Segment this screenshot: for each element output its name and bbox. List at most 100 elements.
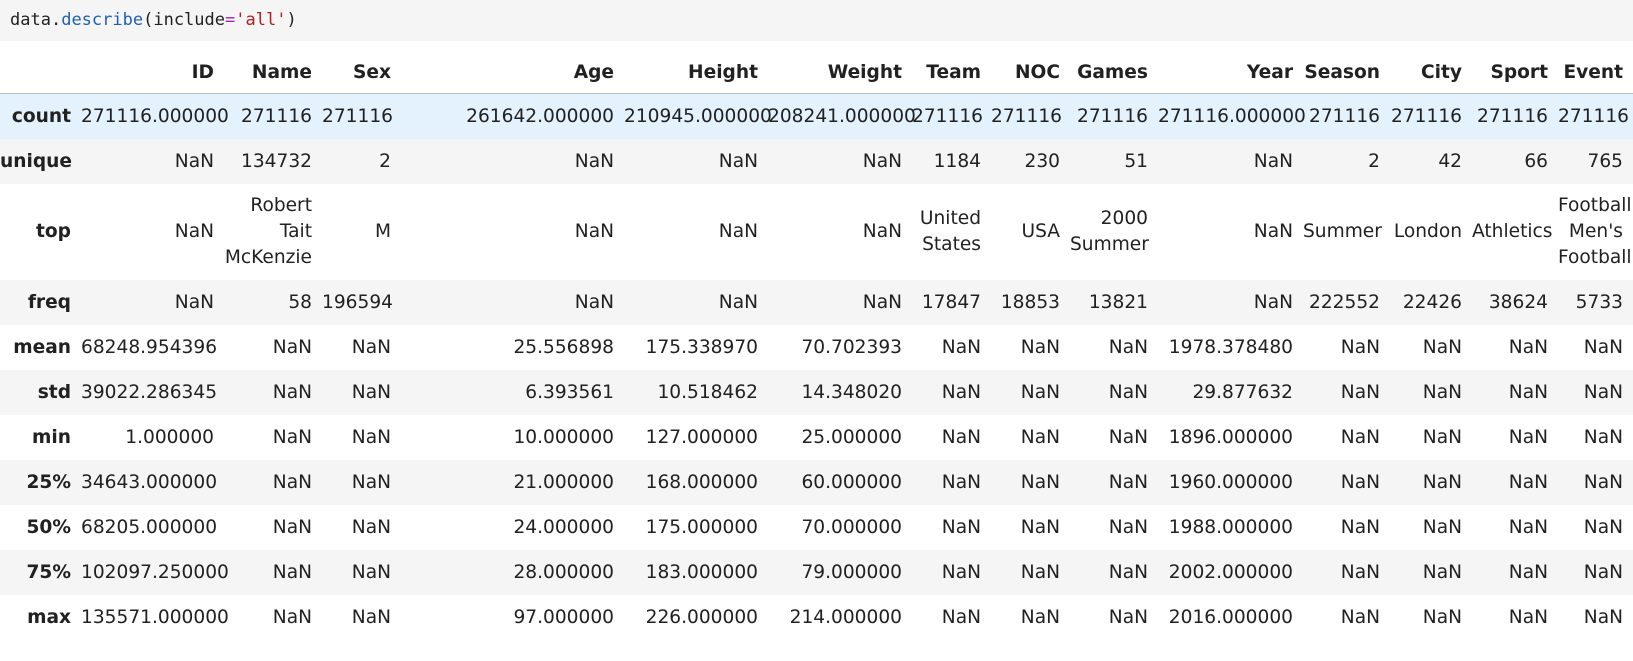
table-cell: 271116.000000 xyxy=(81,105,229,127)
table-cell: NaN xyxy=(351,606,391,628)
table-cell: NaN xyxy=(718,220,758,242)
table-cell: Summer xyxy=(1303,220,1382,242)
table-cell: 183.000000 xyxy=(645,561,758,583)
column-header-name: Name xyxy=(224,51,322,94)
table-cell: NaN xyxy=(1340,516,1380,538)
table-cell: 14.348020 xyxy=(801,381,902,403)
column-header-sport: Sport xyxy=(1472,51,1558,94)
table-cell: NaN xyxy=(351,471,391,493)
table-cell: NaN xyxy=(1340,426,1380,448)
table-cell: NaN xyxy=(718,150,758,172)
table-cell: 261642.000000 xyxy=(466,105,614,127)
table-cell: NaN xyxy=(1422,426,1462,448)
table-cell: USA xyxy=(1021,220,1060,242)
table-cell: 24.000000 xyxy=(513,516,614,538)
table-row-75pct: 75% 102097.250000 NaN NaN 28.000000 183.00000… xyxy=(0,549,1633,595)
table-cell: 42 xyxy=(1438,150,1462,172)
table-cell: NaN xyxy=(1508,561,1548,583)
row-label: 75% xyxy=(26,561,71,583)
table-row-max: max 135571.000000 NaN NaN 97.000000 226.00000… xyxy=(0,595,1633,640)
table-cell: NaN xyxy=(1422,516,1462,538)
table-cell: NaN xyxy=(941,561,981,583)
table-cell: NaN xyxy=(174,220,214,242)
table-cell: 1960.000000 xyxy=(1168,471,1293,493)
table-cell: NaN xyxy=(174,150,214,172)
table-cell: NaN xyxy=(1508,336,1548,358)
table-cell: 25.556898 xyxy=(513,336,614,358)
table-cell: Athletics xyxy=(1472,220,1553,242)
table-cell: NaN xyxy=(351,561,391,583)
table-cell: NaN xyxy=(1020,561,1060,583)
table-cell: 39022.286345 xyxy=(81,381,218,403)
code-method: describe xyxy=(61,10,144,30)
row-label: std xyxy=(37,381,71,403)
table-cell: 18853 xyxy=(1000,291,1060,313)
table-row-std: std 39022.286345 NaN NaN 6.393561 10.518462 14… xyxy=(0,369,1633,415)
table-cell: NaN xyxy=(1020,336,1060,358)
row-label: 50% xyxy=(26,516,71,538)
table-cell: 226.000000 xyxy=(645,606,758,628)
table-cell: 13821 xyxy=(1088,291,1148,313)
table-cell: 175.000000 xyxy=(645,516,758,538)
table-cell: 25.000000 xyxy=(801,426,902,448)
table-cell: NaN xyxy=(1253,220,1293,242)
table-cell: NaN xyxy=(1508,516,1548,538)
table-cell: NaN xyxy=(1020,516,1060,538)
code-dot: . xyxy=(50,10,62,30)
table-cell: 21.000000 xyxy=(513,471,614,493)
table-cell: 5733 xyxy=(1575,291,1623,313)
table-cell: 10.000000 xyxy=(513,426,614,448)
table-cell: NaN xyxy=(272,471,312,493)
code-close-paren: ) xyxy=(286,10,297,30)
table-cell: 102097.250000 xyxy=(81,561,229,583)
row-label: mean xyxy=(13,336,71,358)
row-label: min xyxy=(32,426,71,448)
table-cell: NaN xyxy=(1108,516,1148,538)
table-cell: Robert Tait McKenzie xyxy=(224,194,312,268)
table-cell: NaN xyxy=(1108,426,1148,448)
table-cell: 38624 xyxy=(1488,291,1548,313)
table-cell: NaN xyxy=(1340,606,1380,628)
table-row-count: count 271116.000000 271116 271116 261642.000… xyxy=(0,93,1633,139)
table-cell: NaN xyxy=(1583,426,1623,448)
table-cell: 70.000000 xyxy=(801,516,902,538)
table-cell: NaN xyxy=(272,516,312,538)
table-cell: 66 xyxy=(1524,150,1548,172)
table-cell: NaN xyxy=(272,606,312,628)
table-cell: 134732 xyxy=(241,150,312,172)
table-cell: NaN xyxy=(272,426,312,448)
table-cell: NaN xyxy=(1422,336,1462,358)
table-cell: 70.702393 xyxy=(801,336,902,358)
table-cell: NaN xyxy=(941,426,981,448)
code-input-cell[interactable]: data.describe(include='all') xyxy=(0,0,1633,41)
column-header-noc: NOC xyxy=(991,51,1070,94)
column-header-age: Age xyxy=(401,51,624,94)
table-row-50pct: 50% 68205.000000 NaN NaN 24.000000 175.000000… xyxy=(0,505,1633,550)
table-cell: 271116 xyxy=(1077,105,1148,127)
table-row-freq: freq NaN 58 196594 NaN NaN NaN 17847 18853 13821 N… xyxy=(0,279,1633,325)
table-cell: NaN xyxy=(272,336,312,358)
column-header-event: Event xyxy=(1558,51,1633,94)
table-cell: NaN xyxy=(1108,606,1148,628)
table-cell: NaN xyxy=(272,561,312,583)
row-label: 25% xyxy=(26,471,71,493)
describe-output-table: ID Name Sex Age Height Weight Team NOC Games Year… xyxy=(0,51,1633,640)
table-cell: M xyxy=(374,220,391,242)
table-cell: 1184 xyxy=(933,150,981,172)
table-cell: NaN xyxy=(1422,606,1462,628)
table-cell: Football Men's Football xyxy=(1558,194,1632,268)
column-header-height: Height xyxy=(624,51,768,94)
table-row-top: top NaN Robert Tait McKenzie M NaN NaN NaN Unit… xyxy=(0,184,1633,280)
code-string-arg: 'all' xyxy=(235,10,287,30)
table-cell: NaN xyxy=(1583,336,1623,358)
table-cell: NaN xyxy=(1508,471,1548,493)
table-cell: NaN xyxy=(574,291,614,313)
column-header-id: ID xyxy=(81,51,224,94)
table-cell: NaN xyxy=(1020,426,1060,448)
table-cell: NaN xyxy=(941,471,981,493)
table-cell: NaN xyxy=(1253,291,1293,313)
table-cell: 208241.000000 xyxy=(768,105,916,127)
table-cell: 271116 xyxy=(1391,105,1462,127)
row-label: top xyxy=(36,221,71,242)
table-cell: 29.877632 xyxy=(1192,381,1293,403)
